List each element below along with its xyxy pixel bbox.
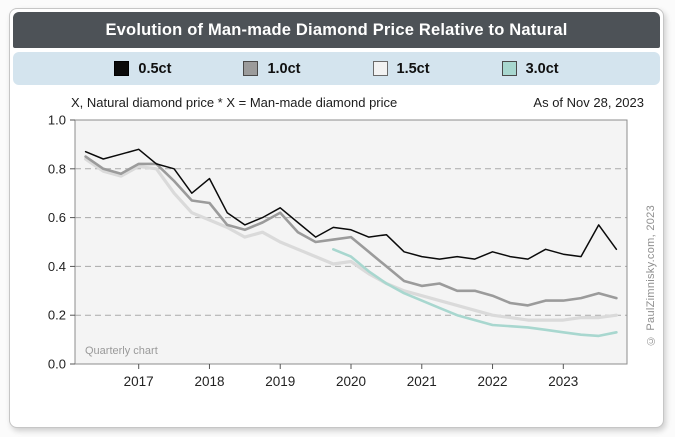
copyright-credit: © PaulZimnisky.com, 2023 [645, 205, 657, 347]
chart-title-bar: Evolution of Man-made Diamond Price Rela… [13, 12, 660, 48]
plot-area [75, 120, 627, 364]
legend-item-3-0ct: 3.0ct [501, 60, 559, 77]
legend-label-3-0ct: 3.0ct [525, 60, 559, 77]
legend-swatch-3-0ct [501, 61, 517, 76]
y-tick-label: 1.0 [48, 113, 66, 128]
legend-item-0-5ct: 0.5ct [114, 61, 171, 77]
chart-section: X, Natural diamond price * X = Man-made … [13, 85, 660, 417]
x-tick-label: 2021 [407, 374, 437, 389]
chart-card: Evolution of Man-made Diamond Price Rela… [9, 8, 664, 428]
chart-legend: 0.5ct 1.0ct 1.5ct 3.0ct [13, 52, 660, 85]
y-tick-label: 0.8 [48, 161, 66, 176]
y-tick-label: 0.2 [48, 308, 66, 323]
chart-formula-note: X, Natural diamond price * X = Man-made … [71, 95, 398, 110]
legend-swatch-0-5ct [114, 61, 130, 76]
chart-subtitle-row: X, Natural diamond price * X = Man-made … [15, 95, 658, 112]
y-tick-label: 0.6 [48, 210, 66, 225]
legend-label-0-5ct: 0.5ct [138, 60, 172, 77]
series-line-1.5ct [83, 157, 619, 322]
x-tick-label: 2017 [124, 374, 154, 389]
x-tick-label: 2020 [336, 374, 366, 389]
y-tick-label: 0.4 [48, 259, 66, 274]
x-tick-label: 2022 [478, 374, 508, 389]
x-tick-label: 2023 [548, 374, 578, 389]
legend-label-1-0ct: 1.0ct [267, 60, 301, 77]
x-tick-label: 2019 [265, 374, 295, 389]
y-tick-label: 0.0 [48, 357, 66, 372]
legend-item-1-5ct: 1.5ct [372, 60, 430, 77]
price-ratio-line-chart: 0.0 0.2 0.4 0.6 0.8 1.0 2017 2018 2019 2020 2021 20… [48, 113, 628, 389]
legend-label-1-5ct: 1.5ct [396, 60, 430, 77]
chart-title: Evolution of Man-made Diamond Price Rela… [105, 20, 568, 39]
legend-item-1-0ct: 1.0ct [243, 60, 301, 77]
quarterly-chart-note: Quarterly chart [85, 345, 158, 357]
series-line-3.0ct [331, 248, 618, 338]
legend-swatch-1-0ct [243, 61, 259, 76]
series-line-0.5ct [84, 148, 618, 260]
legend-swatch-1-5ct [372, 61, 388, 76]
series-line-1.0ct [84, 155, 618, 307]
x-tick-label: 2018 [194, 374, 224, 389]
chart-as-of-date: As of Nov 28, 2023 [533, 95, 644, 110]
